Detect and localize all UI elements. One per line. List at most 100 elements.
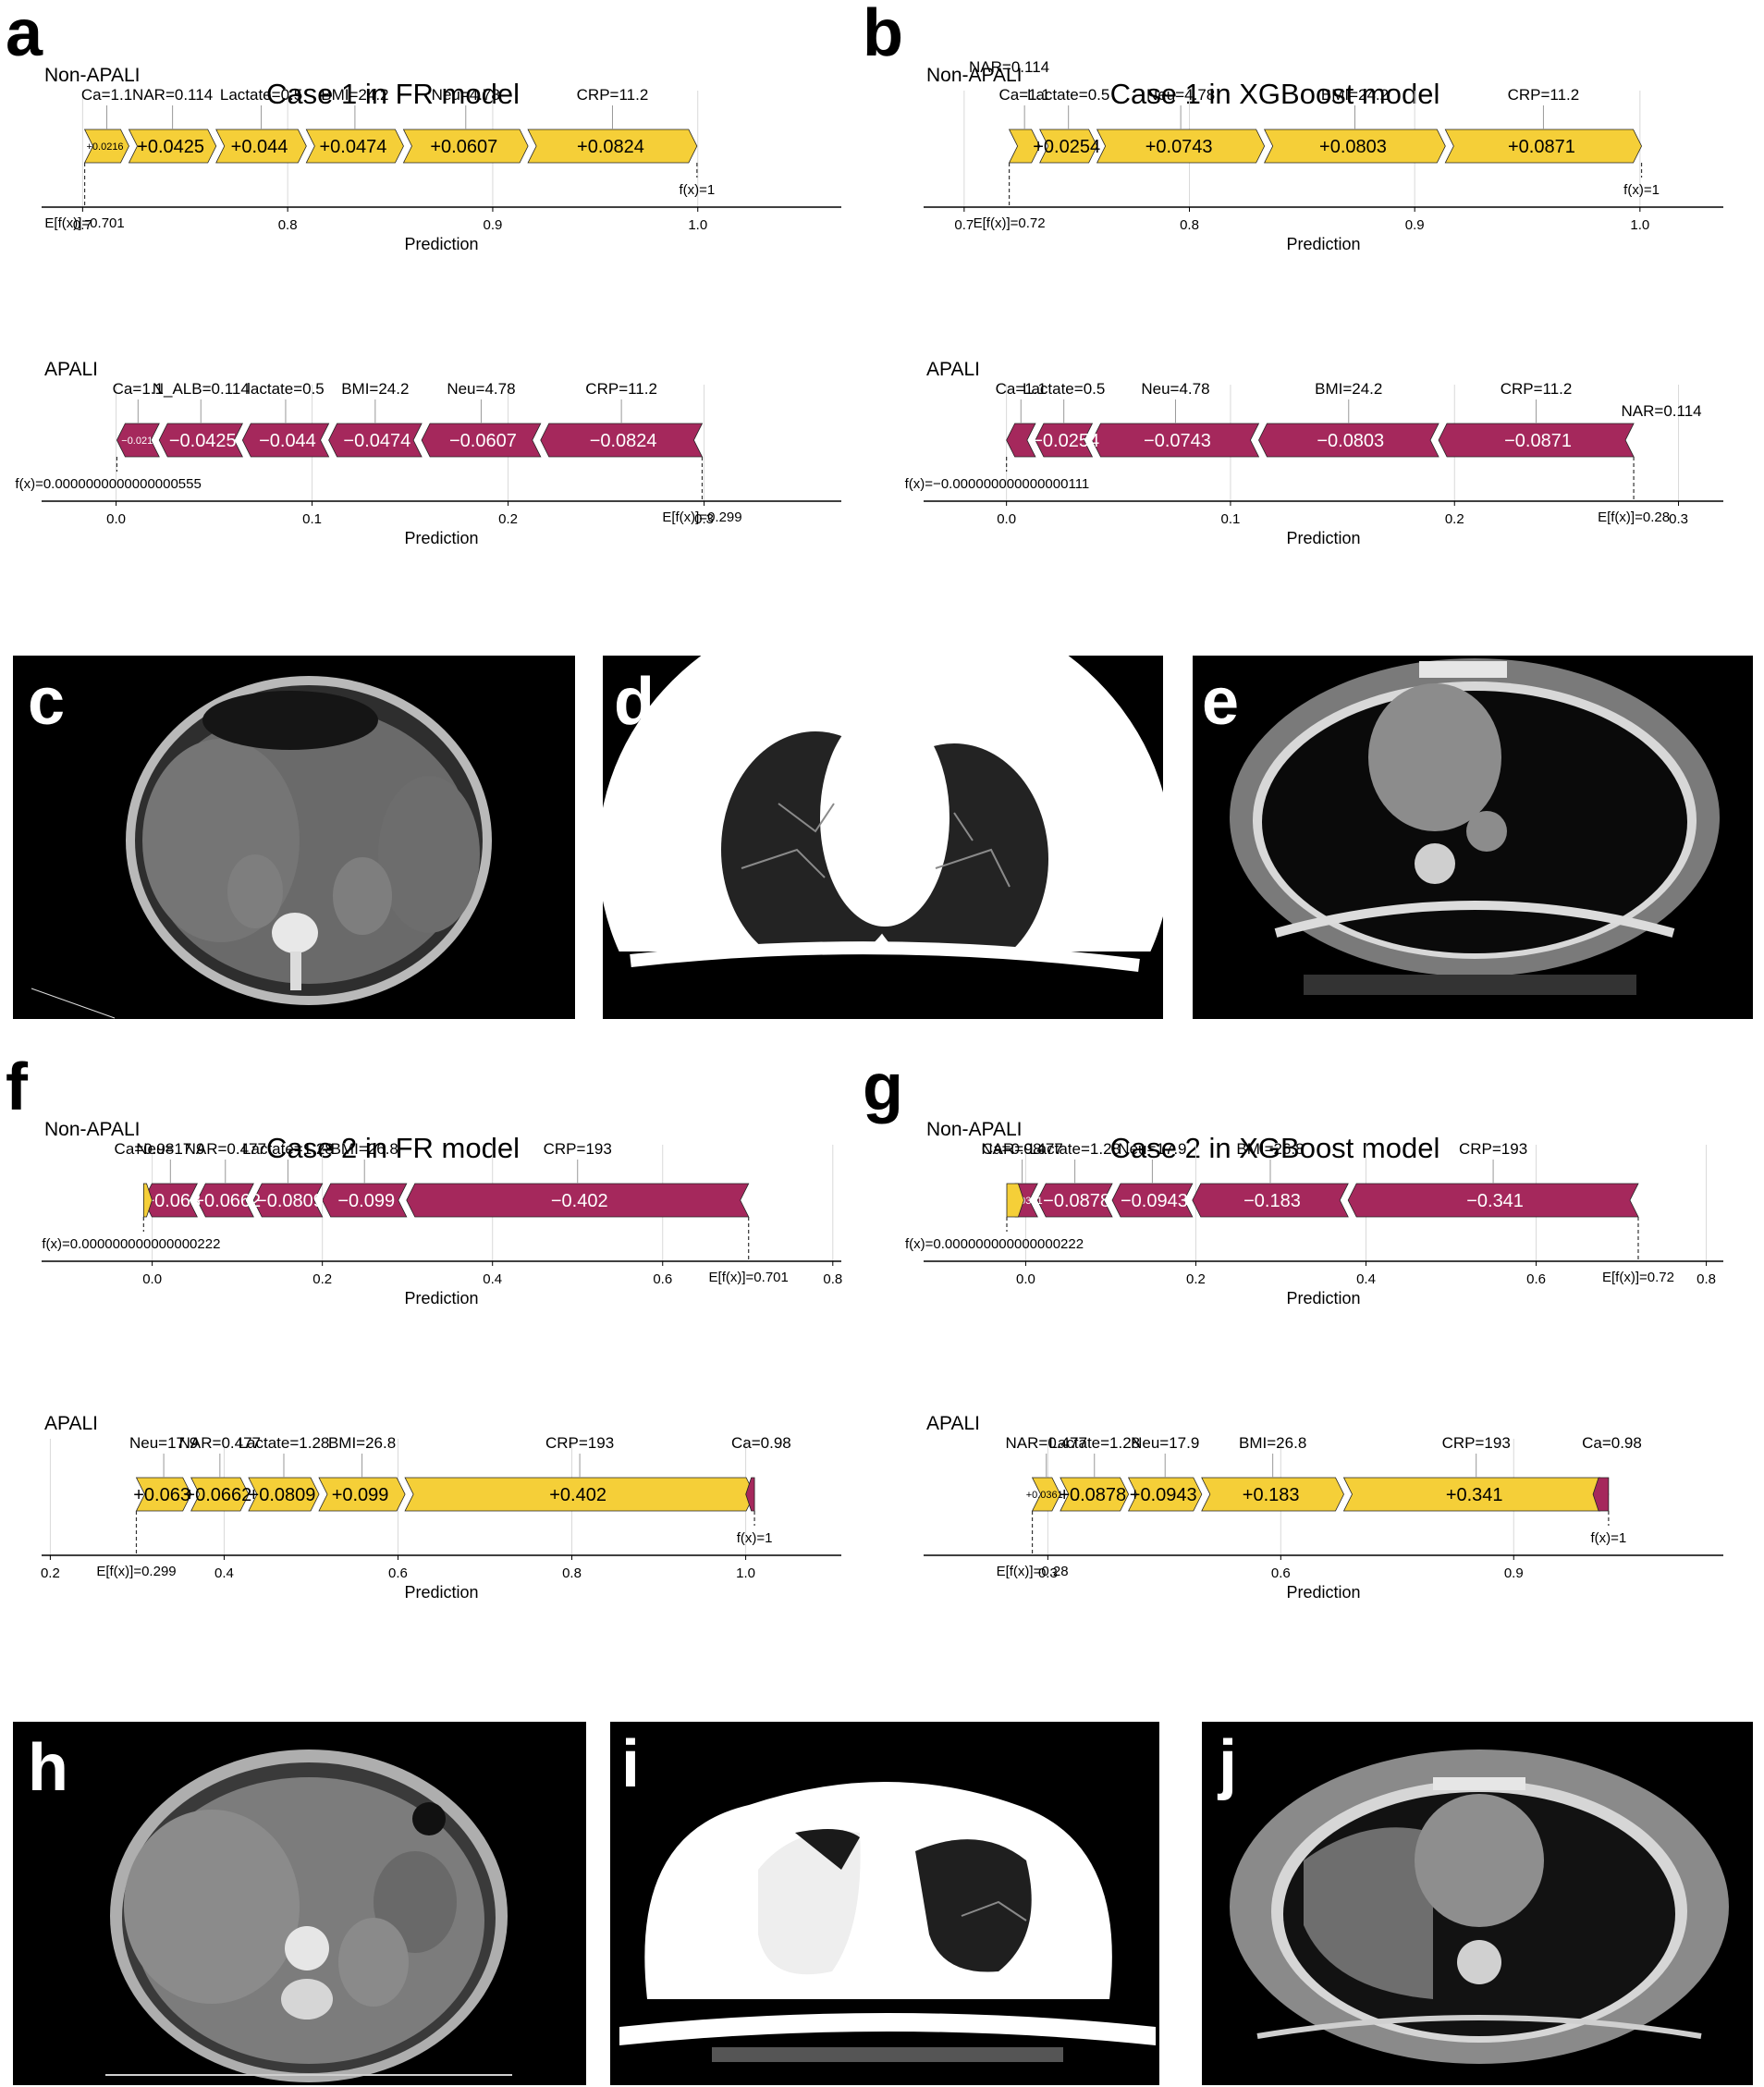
value-label-bmi-24-2: −0.0474 xyxy=(343,431,410,451)
feature-label-ca-0-98: Ca=0.98 xyxy=(982,1140,1042,1158)
value-label-bmi-26-8: −0.183 xyxy=(1243,1191,1301,1211)
x-tick-label: 0.3 xyxy=(1038,1565,1058,1581)
feature-label-neu-4-78: Neu=4.78 xyxy=(1141,380,1209,398)
class-label: APALI xyxy=(926,1413,980,1434)
value-label-neu-4-78: +0.0743 xyxy=(1145,137,1213,157)
feature-label-ca-1-1: Ca=1.1 xyxy=(113,380,164,398)
force-bar-ca-0-98 xyxy=(1006,1183,1024,1218)
force-bar-crp-11-2 xyxy=(1444,129,1642,164)
force-bar-crp-193 xyxy=(404,1477,755,1512)
value-label-nar-0-114: +0.0425 xyxy=(137,137,204,157)
value-label-lactate-0-5: +0.0254 xyxy=(1033,137,1100,157)
chart-title: Case 2 in XGBoost model xyxy=(1110,1132,1440,1164)
force-bar-ca-1-1 xyxy=(116,423,160,458)
feature-label-bmi-26-8: BMI=26.8 xyxy=(331,1140,398,1158)
value-label-bmi-26-8: +0.183 xyxy=(1243,1485,1300,1505)
force-bar-crp-11-2 xyxy=(527,129,698,164)
force-bar-lactate-0-5 xyxy=(1039,129,1098,164)
panel-label-g: g xyxy=(863,1050,903,1124)
x-tick-label: 0.8 xyxy=(1180,217,1199,233)
value-label-neu-4-78: +0.0607 xyxy=(430,137,497,157)
class-label: APALI xyxy=(44,1413,98,1434)
feature-label-lactate-1-28: Lactate=1.28 xyxy=(1029,1140,1121,1158)
chart-title: Case 1 in FR model xyxy=(266,78,520,110)
force-bar-neu-4-78 xyxy=(421,423,542,458)
value-label-crp-193: −0.341 xyxy=(1466,1191,1524,1211)
feature-label-lactate-0-5: Lactate=0.5 xyxy=(220,86,302,104)
x-tick-label: 0.6 xyxy=(1526,1271,1546,1287)
x-tick-label: 0.2 xyxy=(1445,511,1464,527)
base-value-label: E[f(x)]=0.299 xyxy=(662,509,741,525)
feature-label-nar-0-477: NAR=0.477 xyxy=(1006,1434,1087,1452)
force-plot-non-apali: Non-APALI Case 2 in FR model −0.402 CRP=193… xyxy=(42,1119,842,1307)
feature-label-lactate-1-28: Lactate=1.28 xyxy=(239,1434,330,1452)
feature-label-nar-0-114: NAR=0.114 xyxy=(132,86,213,104)
x-tick-label: 1.0 xyxy=(736,1565,755,1581)
feature-label-neu-4-78: Neu=4.78 xyxy=(432,86,500,104)
value-label-lactate-0-5: −0.0254 xyxy=(1032,431,1099,451)
x-tick-label: 0.7 xyxy=(954,217,974,233)
x-tick-label: 0.2 xyxy=(1186,1271,1206,1287)
feature-label-bmi-24-2: BMI=24.2 xyxy=(1321,86,1389,104)
base-value-label: E[f(x)]=0.72 xyxy=(1602,1270,1674,1285)
panel-label-f: f xyxy=(6,1050,28,1124)
panel-label-i: i xyxy=(621,1727,641,1801)
class-label: Non-APALI xyxy=(44,1119,141,1140)
shap-force-panel-b: Non-APALI Case 1 in XGBoost model Ca=1.1 +0… xyxy=(905,58,1723,547)
feature-label-crp-193: CRP=193 xyxy=(1459,1140,1527,1158)
x-axis-label: Prediction xyxy=(1286,529,1360,547)
base-value-label: E[f(x)]=0.28 xyxy=(1598,509,1670,525)
chart-title: Case 2 in FR model xyxy=(266,1132,520,1164)
chest-ct-lung-scan xyxy=(619,1782,1156,2062)
x-tick-label: 0.9 xyxy=(484,217,503,233)
base-value-label: E[f(x)]=0.299 xyxy=(96,1564,176,1579)
class-label: Non-APALI xyxy=(44,65,141,86)
x-axis-label: Prediction xyxy=(1286,1289,1360,1307)
force-bar-lactate-0-5 xyxy=(1035,423,1094,458)
value-label-nar-0-477: +0.0662 xyxy=(184,1485,251,1505)
value-label-ca-1-1: +0.0216 xyxy=(86,141,123,153)
x-axis-label: Prediction xyxy=(404,529,478,547)
value-label-nar-0-477: +0.0361 xyxy=(1026,1490,1063,1501)
panel-label-e: e xyxy=(1202,665,1240,739)
x-tick-label: 0.3 xyxy=(694,511,714,527)
feature-label-crp-11-2: CRP=11.2 xyxy=(1501,380,1573,398)
feature-label-ca-0-98: Ca=0.98 xyxy=(1582,1434,1642,1452)
feature-label-neu-4-78: Neu=4.78 xyxy=(447,380,515,398)
value-label-bmi-24-2: +0.0474 xyxy=(319,137,386,157)
value-label-neu-17-9: −0.0943 xyxy=(1121,1191,1188,1211)
feature-label-crp-11-2: CRP=11.2 xyxy=(1508,86,1580,104)
force-bar-lactate-1-28 xyxy=(1036,1183,1113,1218)
feature-label-ca-1-1: Ca=1.1 xyxy=(999,86,1050,104)
value-label-bmi-24-2: +0.0803 xyxy=(1319,137,1387,157)
x-axis-label: Prediction xyxy=(404,1583,478,1602)
output-value-label: f(x)=1 xyxy=(679,182,715,198)
value-label-neu-17-9: +0.063 xyxy=(133,1485,190,1505)
force-bar-lactate-0-5 xyxy=(241,423,330,458)
base-value-label: E[f(x)]=0.28 xyxy=(997,1564,1069,1579)
force-bar-bmi-24-2 xyxy=(328,423,423,458)
shap-force-panel-g: Non-APALI Case 2 in XGBoost model −0.341 CR… xyxy=(905,1119,1723,1602)
feature-label-crp-193: CRP=193 xyxy=(545,1434,614,1452)
feature-label-bmi-24-2: BMI=24.2 xyxy=(341,380,409,398)
feature-label-lactate-1-28: Lactate=1.28 xyxy=(1048,1434,1140,1452)
force-bar-lactate-1-28 xyxy=(248,1477,320,1512)
class-label: APALI xyxy=(926,359,980,380)
value-label-crp-193: −0.402 xyxy=(551,1191,608,1211)
feature-label-nar-0-477: NAR=0.477 xyxy=(981,1140,1062,1158)
x-tick-label: 0.2 xyxy=(498,511,518,527)
force-plot-apali: APALI −0.0824 CRP=11.2 −0.0607 Neu=4.78 −0.04… xyxy=(15,359,841,547)
x-tick-label: 0.6 xyxy=(388,1565,408,1581)
value-label-bmi-26-8: −0.099 xyxy=(337,1191,395,1211)
feature-label-bmi-26-8: BMI=26.8 xyxy=(328,1434,396,1452)
x-axis-label: Prediction xyxy=(404,1289,478,1307)
value-label-lactate-0-5: +0.044 xyxy=(231,137,288,157)
force-bar-lactate-1-28 xyxy=(1060,1477,1130,1512)
x-tick-label: 0.0 xyxy=(1016,1271,1035,1287)
feature-label-n-alb-0-114: N_ALB=0.114 xyxy=(153,380,250,398)
value-label-crp-193: +0.402 xyxy=(549,1485,606,1505)
x-tick-label: 0.7 xyxy=(73,217,92,233)
force-plot-non-apali: Non-APALI Case 1 in XGBoost model Ca=1.1 +0… xyxy=(924,58,1723,253)
force-plot-apali: APALI +0.0361 NAR=0.477 +0.0878 Lactate=1.28… xyxy=(924,1413,1723,1602)
value-label-crp-11-2: −0.0824 xyxy=(590,431,657,451)
